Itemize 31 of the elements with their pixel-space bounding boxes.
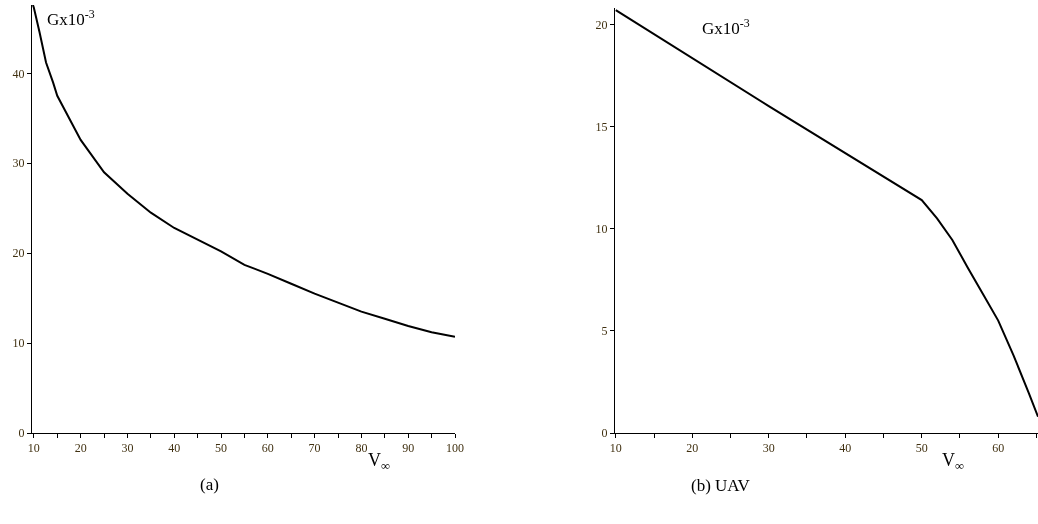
y-tick-label: 15: [595, 119, 608, 134]
y-tick-label: 20: [12, 246, 25, 261]
x-tick-label: 50: [915, 441, 928, 456]
x-tick-label: 30: [121, 441, 134, 456]
x-tick-label: 30: [762, 441, 775, 456]
x-tick-label: 50: [215, 441, 228, 456]
x-tick-label: 80: [355, 441, 368, 456]
y-tick-label: 0: [18, 426, 25, 441]
y-tick-label: 30: [12, 156, 25, 171]
x-tick-label: 70: [308, 441, 321, 456]
y-tick-label: 40: [12, 66, 25, 81]
y-tick-label: 0: [601, 426, 608, 441]
y-axis-title: Gx10$^{-3}$: [47, 7, 95, 30]
y-tick-label: 20: [595, 17, 608, 32]
x-tick-label: 20: [686, 441, 699, 456]
x-axis-title: V$_{∞}$: [942, 450, 964, 473]
y-tick-label: 5: [601, 324, 608, 339]
y-tick-label: 10: [12, 336, 25, 351]
x-tick-label: 20: [74, 441, 87, 456]
x-tick-label: 60: [261, 441, 274, 456]
text: (a): [200, 475, 219, 494]
x-tick-label: 60: [992, 441, 1005, 456]
x-tick-label: 100: [446, 441, 464, 456]
y-tick-label: 10: [595, 221, 608, 236]
text: (b) UAV: [691, 476, 751, 495]
x-tick-label: 40: [168, 441, 181, 456]
x-tick-label: 40: [839, 441, 852, 456]
x-tick-label: 10: [27, 441, 40, 456]
x-tick-label: 90: [402, 441, 415, 456]
y-axis-title: Gx10$^{-3}$: [702, 16, 750, 39]
x-axis-title: V$_{∞}$: [368, 450, 390, 473]
